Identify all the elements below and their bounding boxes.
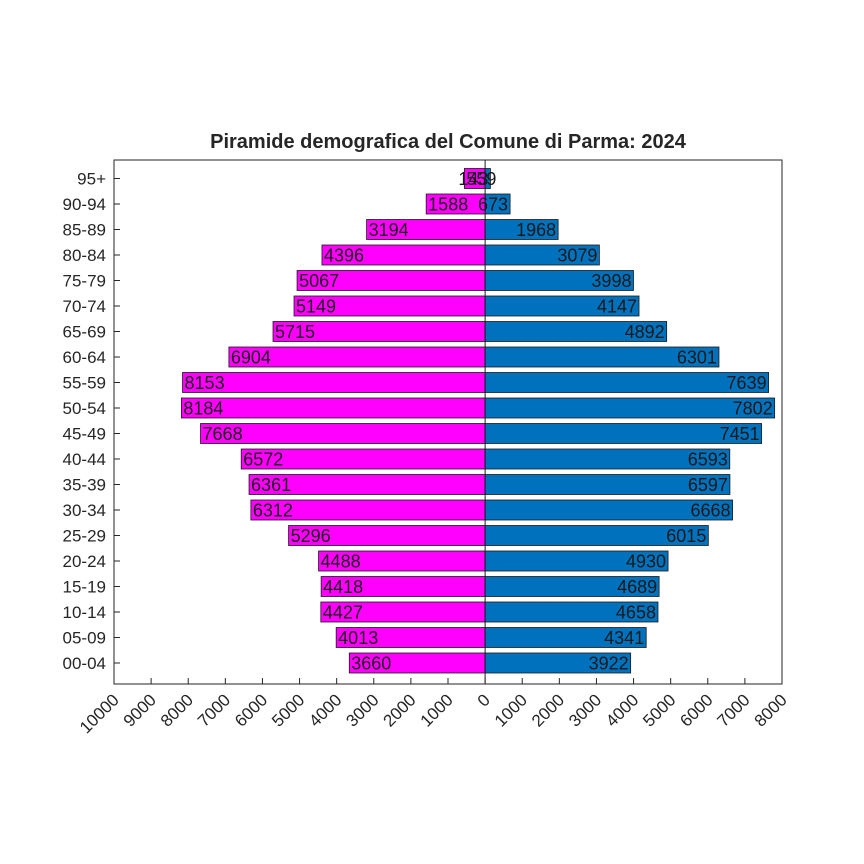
y-tick-label-60-64: 60-64 (63, 348, 106, 367)
bar-label-right-30-34: 6668 (691, 501, 731, 521)
y-tick-label-20-24: 20-24 (63, 552, 106, 571)
bar-left-45-49 (200, 423, 486, 444)
y-tick-label-45-49: 45-49 (63, 425, 106, 444)
bar-left-50-54 (180, 397, 486, 419)
bar-label-left-70-74: 5149 (296, 297, 336, 317)
y-tick-label-50-54: 50-54 (63, 399, 106, 418)
x-tick-label-0: 10000 (76, 690, 123, 737)
x-tick-label-13: 3000 (565, 690, 605, 730)
x-tick-label-7: 3000 (342, 690, 382, 730)
bar-label-left-45-49: 7668 (203, 424, 243, 444)
bars-layer (180, 160, 776, 684)
x-tick-label-5: 5000 (268, 690, 308, 730)
y-tick-label-40-44: 40-44 (63, 450, 106, 469)
x-tick-label-17: 7000 (714, 690, 754, 730)
x-tick-label-16: 6000 (676, 690, 716, 730)
bar-label-left-00-04: 3660 (351, 654, 391, 674)
y-tick-label-15-19: 15-19 (63, 578, 106, 597)
y-tick-label-00-04: 00-04 (63, 654, 106, 673)
y-tick-label-10-14: 10-14 (63, 603, 106, 622)
bar-label-left-35-39: 6361 (251, 475, 291, 495)
x-tick-label-11: 1000 (491, 690, 531, 730)
bar-label-right-25-29: 6015 (666, 526, 706, 546)
y-tick-label-70-74: 70-74 (63, 297, 106, 316)
x-tick-label-6: 4000 (305, 690, 345, 730)
bar-label-left-55-59: 8153 (185, 373, 225, 393)
x-tick-label-3: 7000 (194, 690, 234, 730)
y-tick-label-85-89: 85-89 (63, 221, 106, 240)
x-tick-label-4: 6000 (231, 690, 271, 730)
bar-label-left-60-64: 6904 (231, 348, 271, 368)
bar-label-right-55-59: 7639 (727, 373, 767, 393)
bar-label-right-90-94: 673 (478, 195, 508, 215)
bar-label-left-05-09: 4013 (338, 628, 378, 648)
y-tick-label-35-39: 35-39 (63, 476, 106, 495)
bar-label-left-15-19: 4418 (323, 577, 363, 597)
x-tick-label-1: 9000 (120, 690, 160, 730)
bar-label-right-65-69: 4892 (625, 322, 665, 342)
bar-label-right-70-74: 4147 (597, 297, 637, 317)
bar-label-left-75-79: 5067 (299, 271, 339, 291)
x-tick-label-18: 8000 (751, 690, 791, 730)
bar-label-right-10-14: 4658 (616, 603, 656, 623)
bar-label-right-05-09: 4341 (604, 628, 644, 648)
bar-label-left-30-34: 6312 (253, 501, 293, 521)
bar-label-left-85-89: 3194 (369, 220, 409, 240)
x-tick-label-2: 8000 (157, 690, 197, 730)
bar-label-left-50-54: 8184 (183, 399, 223, 419)
bar-label-right-50-54: 7802 (733, 399, 773, 419)
x-tick-label-9: 1000 (417, 690, 457, 730)
bar-label-left-40-44: 6572 (243, 450, 283, 470)
y-tick-label-05-09: 05-09 (63, 629, 106, 648)
x-tick-label-12: 2000 (528, 690, 568, 730)
bar-label-right-15-19: 4689 (617, 577, 657, 597)
x-tick-label-8: 2000 (380, 690, 420, 730)
bar-label-left-20-24: 4488 (321, 552, 361, 572)
chart-title: Piramide demografica del Comune di Parma… (210, 131, 687, 153)
bar-label-right-40-44: 6593 (688, 450, 728, 470)
x-tick-label-15: 5000 (639, 690, 679, 730)
bar-label-right-85-89: 1968 (516, 220, 556, 240)
bar-label-right-35-39: 6597 (688, 475, 728, 495)
bar-label-left-65-69: 5715 (275, 322, 315, 342)
bar-label-right-00-04: 3922 (589, 654, 629, 674)
bar-label-right-80-84: 3079 (557, 246, 597, 266)
y-tick-label-75-79: 75-79 (63, 272, 106, 291)
bar-right-50-54 (484, 397, 776, 419)
bar-label-right-60-64: 6301 (677, 348, 717, 368)
x-tick-label-10: 0 (474, 690, 494, 710)
bar-label-right-20-24: 4930 (626, 552, 666, 572)
bar-label-right-75-79: 3998 (591, 271, 631, 291)
y-tick-label-95+: 95+ (77, 170, 106, 189)
bar-labels-layer: 3660 4013 4427 4418 4488 5296 6312 6361 65727668… (183, 169, 772, 674)
bar-left-55-59 (182, 372, 486, 393)
x-axis: 1000090008000700060005000400030002000100… (76, 678, 791, 737)
y-tick-label-65-69: 65-69 (63, 323, 106, 342)
bar-label-left-25-29: 5296 (291, 526, 331, 546)
bar-label-right-95+: 143 (458, 169, 488, 189)
y-tick-label-30-34: 30-34 (63, 501, 106, 520)
y-tick-label-25-29: 25-29 (63, 527, 106, 546)
y-tick-label-55-59: 55-59 (63, 374, 106, 393)
bar-label-right-45-49: 7451 (720, 424, 760, 444)
y-tick-label-90-94: 90-94 (63, 195, 106, 214)
bar-label-left-80-84: 4396 (324, 246, 364, 266)
bar-label-left-95+: 559 (466, 169, 496, 189)
x-tick-label-14: 4000 (602, 690, 642, 730)
bar-label-left-10-14: 4427 (323, 603, 363, 623)
bar-label-left-90-94: 1588 (428, 195, 468, 215)
y-axis: 00-04 05-09 10-14 15-19 20-24 25-29 30-34 35-39… (63, 170, 120, 673)
y-tick-label-80-84: 80-84 (63, 246, 106, 265)
